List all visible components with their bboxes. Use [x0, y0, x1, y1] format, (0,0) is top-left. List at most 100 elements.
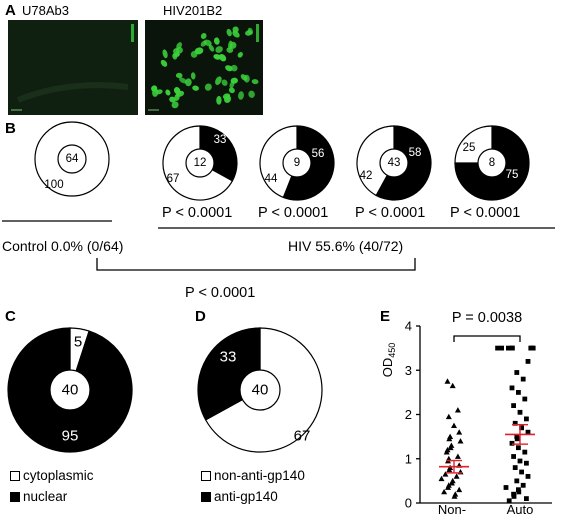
panel-c-legend: cytoplasmic nuclear: [10, 468, 94, 504]
panel-b-donut-3-segment: [356, 125, 395, 197]
scatter-point-square: [519, 425, 524, 431]
x-category-label: reactive: [500, 519, 546, 521]
x-category-label: Auto: [507, 502, 534, 517]
scatter-point-triangle: [447, 444, 454, 451]
scatter-point-triangle: [448, 480, 455, 486]
scatter-point-square: [509, 385, 515, 391]
y-tick-label: 2: [405, 407, 412, 422]
fluorescent-cell: [238, 91, 244, 100]
panel-b-donut-3-segment-label: 42: [360, 170, 373, 182]
fluorescent-cell: [215, 46, 223, 53]
hiv-group-label: HIV 55.6% (40/72): [288, 238, 404, 254]
panel-letter-c: C: [5, 308, 16, 325]
panel-d-legend: non-anti-gp140 anti-gp140: [201, 468, 305, 504]
scatter-point-square: [517, 409, 523, 415]
fluorescent-cell: [162, 49, 168, 59]
micrograph-background: [8, 20, 138, 115]
panel-c-donut-segment-label: 95: [62, 428, 79, 445]
scatter-point-triangle: [444, 378, 451, 384]
panel-b-donut-1-segment-label: 33: [214, 134, 227, 146]
scatter-point-triangle: [451, 493, 458, 499]
scatter-point-square: [506, 498, 512, 504]
fluorescent-cell: [225, 65, 233, 72]
fluorescent-cell: [243, 74, 250, 83]
scatter-point-square: [516, 445, 521, 451]
fluorescent-cell: [200, 40, 207, 47]
legend-label: anti-gp140: [214, 489, 278, 504]
scatter-point-triangle: [446, 435, 453, 442]
fluorescent-cell: [160, 59, 168, 67]
scatter-point-triangle: [441, 488, 448, 495]
y-tick-label: 1: [405, 451, 412, 466]
scatter-point-triangle: [451, 422, 457, 428]
x-category-label: autoreactive: [404, 519, 475, 521]
panel-b-donut-4-center-label: 8: [489, 157, 495, 169]
fluorescent-cell: [232, 30, 240, 38]
panel-c-donut-center-label: 40: [62, 382, 79, 399]
scatter-point-square: [506, 345, 511, 351]
panel-letter-d: D: [195, 308, 206, 325]
p-value-3: P < 0.0001: [355, 205, 426, 221]
scatter-point-square: [514, 436, 520, 442]
fluorescent-cell: [152, 88, 159, 97]
legend-item-non-anti-gp140: non-anti-gp140: [201, 468, 305, 483]
fluorescent-cell: [230, 77, 238, 84]
scatter-point-triangle: [442, 471, 449, 477]
fluorescent-cell: [215, 76, 222, 86]
scatter-point-square: [522, 396, 528, 402]
panel-b-donut-2-center-label: 9: [294, 157, 300, 169]
scatter-point-square: [519, 469, 524, 475]
y-tick-label: 3: [405, 363, 412, 378]
scatter-point-triangle: [445, 484, 451, 490]
scatter-point-square: [530, 345, 536, 351]
scatter-point-square: [511, 454, 516, 459]
group-p-value: P < 0.0001: [185, 285, 256, 301]
panel-b-donut-2-segment-label: 44: [265, 173, 278, 185]
legend-item-anti-gp140: anti-gp140: [201, 489, 305, 504]
legend-label: non-anti-gp140: [214, 468, 305, 483]
swatch-white: [201, 470, 211, 481]
micrograph-u78ab3: [8, 20, 138, 115]
micrograph-hiv201b2: [145, 20, 263, 115]
y-tick-label: 0: [405, 496, 412, 511]
panel-d-donut-hole: [239, 369, 281, 411]
scatter-point-square: [516, 489, 522, 495]
panel-d-donut-center-label: 40: [252, 382, 269, 399]
fluorescent-cell: [219, 54, 227, 62]
scatter-point-square: [511, 494, 517, 499]
scatter-point-square: [514, 478, 520, 484]
panel-d-donut-segment-label: 33: [220, 349, 237, 366]
scatter-point-square: [522, 449, 528, 455]
scatter-point-square: [511, 403, 516, 408]
scatter-point-triangle: [453, 473, 460, 479]
scatter-p-value: P = 0.0038: [452, 310, 522, 326]
panel-letter-e: E: [380, 308, 391, 325]
panel-c-donut-segment-label: 5: [74, 334, 82, 351]
scatter-point-triangle: [454, 407, 461, 413]
fluorescent-cell: [179, 77, 187, 84]
x-category-label: Non-: [438, 502, 466, 517]
scatter-point-square: [512, 420, 518, 426]
scale-marker: [131, 24, 134, 42]
image-label-u78ab3: U78Ab3: [22, 3, 69, 18]
scatter-point-square: [524, 460, 529, 466]
fluorescent-cell: [194, 47, 204, 55]
fluorescent-cell: [228, 87, 235, 94]
fluorescent-cell: [216, 95, 222, 105]
scatter-point-triangle: [449, 382, 456, 389]
fluorescent-cell: [251, 79, 259, 85]
scatter-point-square: [495, 345, 500, 351]
scatter-point-triangle: [457, 438, 464, 444]
scatter-point-square: [517, 458, 523, 464]
scatter-point-square: [524, 416, 529, 422]
legend-label: nuclear: [23, 489, 68, 504]
scatter-point-square: [525, 474, 531, 479]
panel-b-donut-4-hole: [477, 148, 507, 178]
panel-b-donut-4-segment: [454, 125, 530, 201]
scatter-point-triangle: [445, 413, 452, 420]
panel-b-donut-1-segment-label: 67: [167, 173, 180, 185]
fluorescent-cell: [200, 33, 207, 39]
fluorescent-cell: [190, 72, 196, 80]
scatter-point-triangle: [438, 475, 445, 482]
fluorescent-cell: [248, 90, 255, 98]
